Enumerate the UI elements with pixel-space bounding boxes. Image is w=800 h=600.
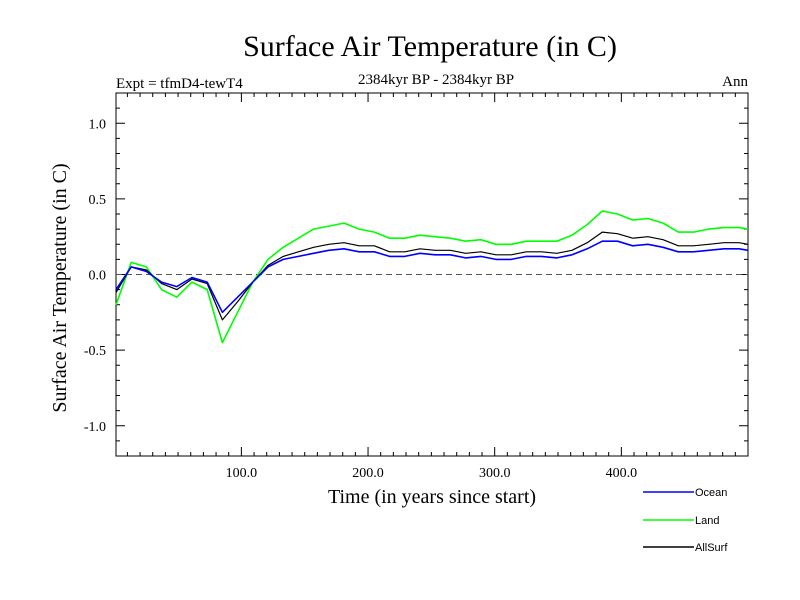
period-label: Ann xyxy=(722,74,748,90)
series-line-land xyxy=(115,210,749,344)
x-tick-label: 100.0 xyxy=(226,466,258,481)
y-tick-label: -0.5 xyxy=(84,344,106,359)
chart-subtitle: 2384kyr BP - 2384kyr BP xyxy=(358,72,514,88)
x-tick-label: 200.0 xyxy=(352,466,384,481)
x-tick-label: 400.0 xyxy=(606,466,638,481)
legend-label-allsurf: AllSurf xyxy=(695,542,728,554)
legend-label-ocean: Ocean xyxy=(695,487,727,499)
chart-title: Surface Air Temperature (in C) xyxy=(243,30,617,63)
y-axis-label: Surface Air Temperature (in C) xyxy=(49,163,71,412)
y-tick-label: 1.0 xyxy=(89,117,107,132)
experiment-label: Expt = tfmD4-tewT4 xyxy=(116,76,243,92)
series-line-ocean xyxy=(115,240,749,314)
y-tick-label: 0.5 xyxy=(89,193,107,208)
legend-label-land: Land xyxy=(695,515,719,527)
x-tick-label: 300.0 xyxy=(479,466,511,481)
x-axis-label: Time (in years since start) xyxy=(328,486,536,508)
legend: Ocean Land AllSurf xyxy=(643,487,728,554)
series-line-allsurf xyxy=(115,231,749,321)
y-tick-label: -1.0 xyxy=(84,420,106,435)
y-tick-label: 0.0 xyxy=(89,269,107,284)
